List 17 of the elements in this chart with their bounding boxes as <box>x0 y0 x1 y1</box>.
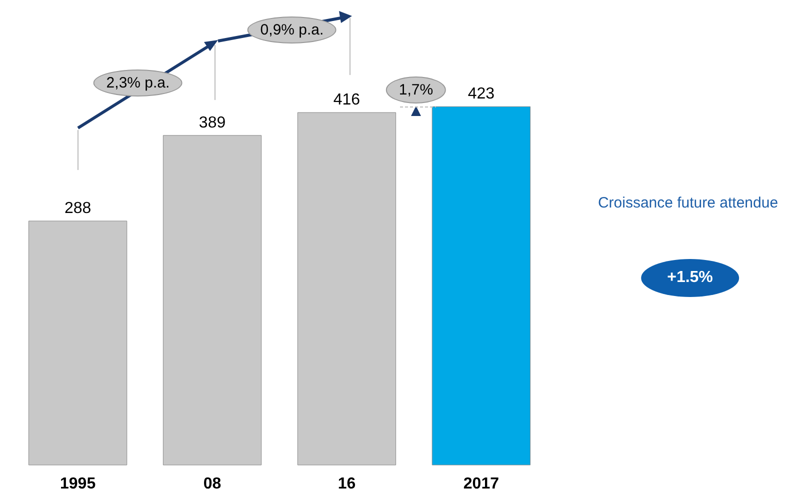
bar <box>432 106 531 466</box>
x-tick-label: 08 <box>203 476 222 492</box>
text: +1.5% <box>641 259 739 297</box>
x-tick-label: 1995 <box>60 476 96 492</box>
bar <box>28 220 128 466</box>
data-label: 389 <box>198 114 226 132</box>
data-label: 416 <box>333 92 360 109</box>
x-tick-label: 2017 <box>463 476 500 492</box>
text: 2,3% p.a. <box>93 70 183 96</box>
bar <box>162 135 262 466</box>
data-label: 423 <box>468 86 495 103</box>
bar <box>297 112 396 466</box>
text: Croissance future attendue <box>598 194 778 212</box>
text: 0,9% p.a. <box>247 16 337 44</box>
data-label: 288 <box>64 200 92 217</box>
x-tick-label: 16 <box>338 476 356 492</box>
text: 1,7% <box>386 76 446 104</box>
